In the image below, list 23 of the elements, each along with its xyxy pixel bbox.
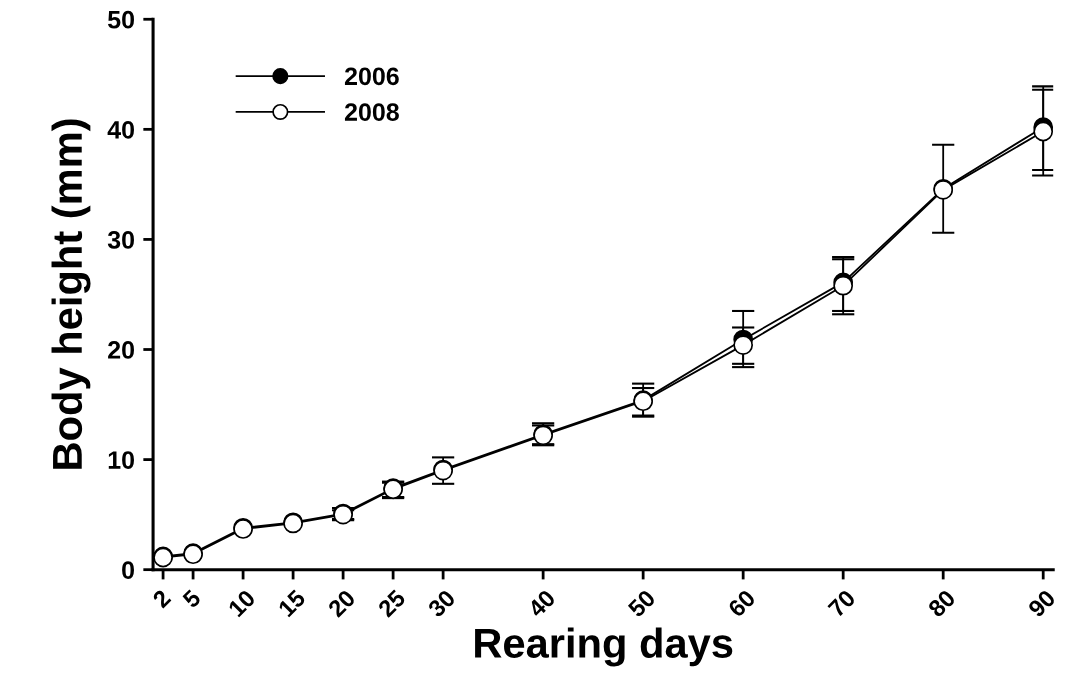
- x-tick-label: 90: [1027, 588, 1057, 618]
- x-tick-label: 50: [627, 588, 657, 619]
- x-tick-label: 15: [277, 588, 307, 618]
- y-tick-label: 50: [107, 10, 134, 29]
- y-tick-label: 20: [108, 341, 134, 359]
- x-tick-label: 60: [727, 588, 757, 618]
- x-tick-label: 20: [327, 588, 357, 618]
- legend-label: 2006: [344, 67, 399, 86]
- y-axis-title: Body height (mm): [51, 119, 91, 469]
- x-tick-label: 25: [377, 588, 407, 618]
- x-tick-label: 30: [426, 588, 457, 619]
- x-tick-label: 70: [827, 588, 857, 618]
- y-tick-label: 30: [107, 231, 134, 249]
- x-tick-label: 40: [526, 588, 557, 619]
- x-tick-label: 10: [227, 588, 257, 618]
- x-axis-title: Rearing days: [475, 627, 733, 667]
- y-tick-label: 40: [107, 120, 134, 139]
- y-tick-label: 0: [122, 561, 134, 579]
- x-tick-label: 5: [181, 588, 202, 609]
- x-tick-label: 80: [927, 588, 957, 619]
- x-tick-label: 2: [151, 588, 172, 609]
- y-tick-label: 10: [108, 451, 134, 469]
- legend-label: 2008: [344, 103, 399, 121]
